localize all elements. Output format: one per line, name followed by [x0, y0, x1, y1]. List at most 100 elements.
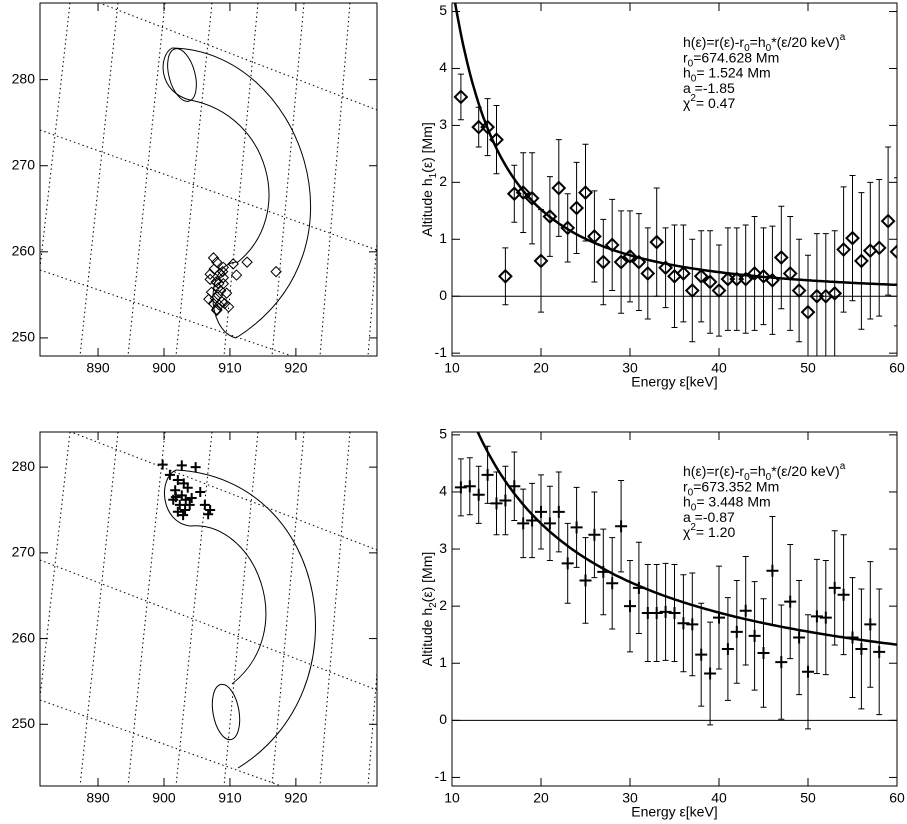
diamond-marker	[827, 285, 843, 301]
diamond-marker	[213, 299, 226, 311]
cross-marker	[570, 521, 583, 534]
x-tick-label: 10	[444, 360, 460, 376]
cross-marker	[793, 631, 806, 644]
error-bar	[885, 146, 892, 296]
heliographic-grid	[40, 432, 377, 786]
fit-curve	[476, 432, 897, 646]
cross-marker	[164, 469, 175, 480]
y-tick-label: 5	[439, 426, 447, 442]
cross-marker	[730, 625, 743, 638]
cross-marker	[775, 656, 788, 669]
diamond-marker	[738, 271, 754, 287]
diamond-marker	[640, 266, 656, 281]
diamond-marker	[747, 266, 763, 281]
diamond-marker	[836, 242, 852, 257]
error-bar	[778, 205, 785, 310]
diamond-marker	[241, 256, 253, 268]
y-tick-label: -1	[435, 344, 448, 360]
error-bar	[600, 218, 607, 306]
annotation-part: 0	[744, 43, 750, 54]
cross-marker	[828, 581, 841, 594]
cross-marker	[535, 505, 547, 518]
error-bar	[716, 244, 722, 337]
error-bar	[538, 209, 544, 313]
y-tick-label: 1	[439, 654, 447, 670]
diamond-marker	[773, 250, 789, 265]
error-bar	[698, 230, 705, 323]
diamond-marker	[845, 230, 860, 246]
panel: 890 900 910 920 250 260 270 280	[12, 2, 378, 376]
cross-marker	[172, 506, 183, 517]
error-bar	[555, 139, 562, 237]
heliographic-grid	[40, 3, 377, 356]
cross-marker	[552, 505, 565, 518]
diamond-marker	[497, 268, 513, 284]
diamond-marker	[880, 213, 896, 229]
y-tick-label: 1	[439, 230, 447, 246]
error-bar	[573, 161, 580, 255]
y-tick-label: 260	[12, 629, 36, 645]
cross-marker	[472, 488, 485, 501]
cross-marker	[757, 646, 770, 659]
y-tick-label: -1	[435, 768, 448, 784]
cross-marker	[784, 595, 797, 608]
annotation-part: *(ε/20 keV)	[771, 463, 840, 479]
diamond-marker	[210, 276, 222, 288]
x-tick-label: 900	[152, 790, 176, 806]
cross-marker	[526, 514, 539, 527]
annotation: h0= 3.448 Mm	[683, 493, 771, 513]
panel: 890 900 910 920 250 260 270 280	[12, 431, 378, 806]
cross-marker	[195, 487, 206, 497]
diamond-marker	[853, 253, 869, 269]
annotation-part: 0	[691, 74, 697, 85]
cross-marker	[615, 520, 628, 533]
diamond-marker	[214, 284, 227, 297]
cross-marker	[837, 588, 850, 601]
diamond-marker	[207, 252, 220, 264]
diamond-marker	[889, 244, 897, 260]
error-bar	[511, 164, 518, 223]
x-tick-label: 890	[86, 360, 110, 376]
cross-marker	[588, 528, 601, 541]
loop-outline	[162, 47, 312, 339]
annotation-part: =h	[750, 34, 766, 50]
y-tick-label: 2	[439, 173, 447, 189]
annotation-part: 0	[744, 472, 750, 483]
y-axis-label-part: 1	[428, 172, 439, 178]
cross-marker	[579, 574, 592, 587]
cross-marker	[543, 517, 556, 530]
y-tick-label: 280	[12, 70, 36, 86]
error-bar	[493, 104, 500, 175]
error-bar	[840, 186, 847, 313]
diamond-marker	[613, 254, 629, 270]
diamond-marker	[631, 254, 647, 270]
diamond-marker	[453, 89, 469, 105]
diamond-marker	[216, 296, 228, 308]
error-bar	[689, 238, 696, 343]
diamond-marker	[551, 180, 567, 196]
y-tick-label: 260	[12, 243, 36, 259]
annotation: h(ε)=r(ε)-r0=h0*(ε/20 keV)a	[683, 461, 846, 483]
diamond-marker	[230, 269, 243, 281]
annotation-part: 0	[691, 503, 697, 514]
error-bar	[671, 224, 678, 329]
x-tick-label: 20	[533, 790, 549, 806]
diamond-marker	[207, 297, 220, 310]
x-axis-label: Energy ε[keV]	[631, 374, 717, 390]
annotation: χ2= 1.20	[683, 522, 735, 540]
error-bar	[894, 177, 897, 327]
diamond-marker	[480, 119, 496, 135]
error-bar	[502, 247, 509, 306]
annotation-part: h(ε)=r(ε)-r	[683, 463, 744, 479]
plot-frame	[39, 2, 378, 357]
error-bar	[867, 181, 874, 320]
diamond-marker	[204, 273, 216, 286]
y-axis-label-part: 2	[428, 602, 439, 608]
diamond-marker	[595, 254, 611, 270]
error-bar	[831, 230, 838, 356]
annotation-part: 0	[766, 472, 772, 483]
x-tick-label: 30	[622, 790, 638, 806]
x-tick-label: 50	[800, 360, 816, 376]
x-tick-label: 910	[218, 360, 242, 376]
cross-marker	[157, 459, 168, 470]
